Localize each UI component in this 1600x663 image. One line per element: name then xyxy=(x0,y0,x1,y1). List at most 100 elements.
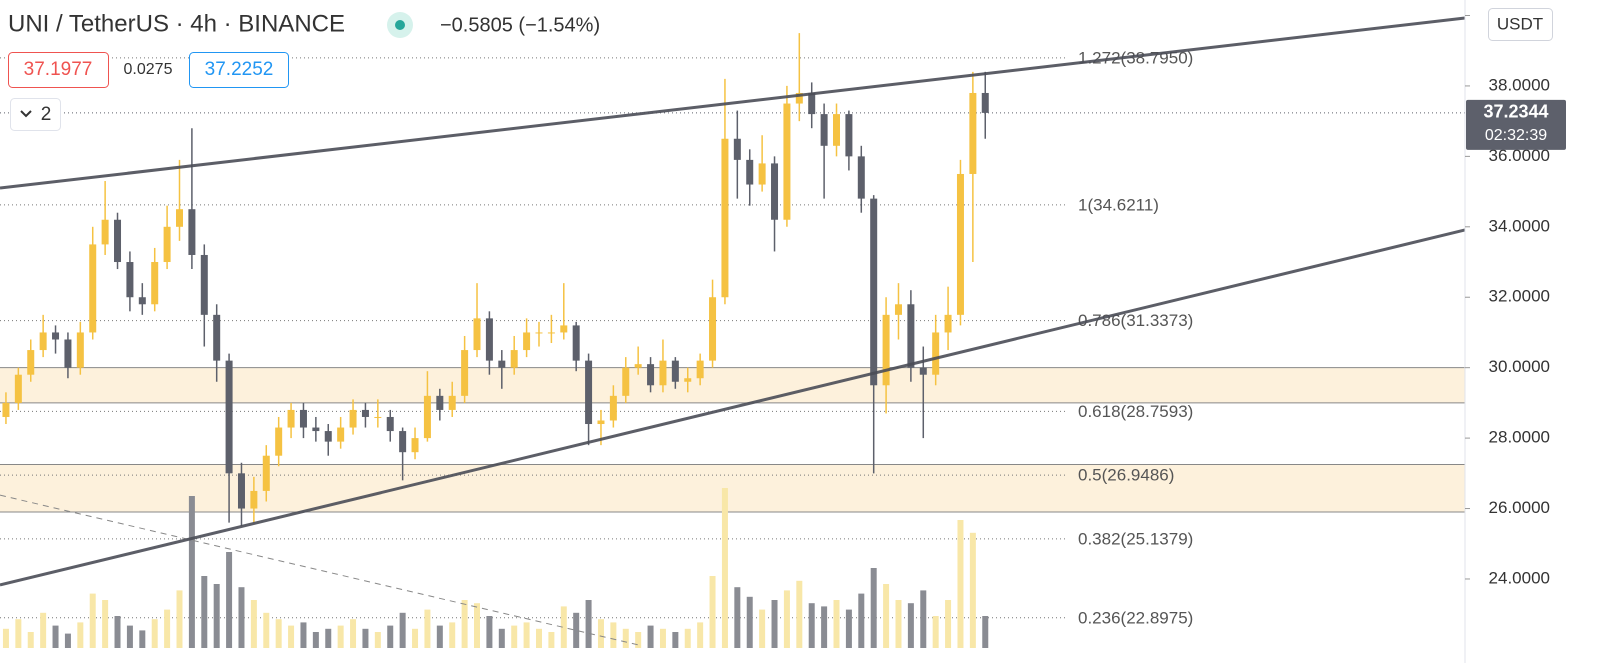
candle-body xyxy=(572,325,580,361)
volume-bar xyxy=(709,576,716,648)
volume-bar xyxy=(597,619,604,648)
fib-label: 1(34.6211) xyxy=(1078,195,1159,214)
volume-bar xyxy=(275,619,282,648)
candle-body xyxy=(510,350,518,368)
volume-bar xyxy=(548,632,555,648)
buy-price[interactable]: 37.2252 xyxy=(205,59,274,80)
candle-body xyxy=(114,219,122,263)
candle-body xyxy=(597,420,605,425)
volume-bar xyxy=(895,600,902,648)
candle-body xyxy=(746,159,754,185)
volume-bar xyxy=(300,622,307,648)
indicators-count[interactable]: 2 xyxy=(41,104,52,125)
candle-body xyxy=(324,431,332,442)
fib-label: 0.5(26.9486) xyxy=(1078,466,1174,485)
candle-body xyxy=(337,427,345,442)
candle-body xyxy=(374,416,382,418)
volume-bar xyxy=(27,632,34,648)
candle-body xyxy=(956,173,964,315)
currency-label[interactable]: USDT xyxy=(1497,14,1543,33)
volume-bar xyxy=(436,625,443,648)
volume-bar xyxy=(188,496,195,648)
volume-bar xyxy=(201,576,208,648)
volume-bar xyxy=(622,628,629,648)
volume-bar xyxy=(226,552,233,648)
candle-body xyxy=(882,314,890,386)
volume-bar xyxy=(412,628,419,648)
volume-bar xyxy=(238,587,245,648)
candle-body xyxy=(312,427,320,432)
candle-body xyxy=(237,473,245,509)
candle-body xyxy=(894,304,902,315)
trend-line xyxy=(0,16,1466,190)
candle-body xyxy=(436,395,444,410)
volume-bar xyxy=(957,520,964,648)
candle-body xyxy=(820,114,828,146)
volume-bar xyxy=(250,600,257,648)
volume-bar xyxy=(449,622,456,648)
candle-body xyxy=(981,92,989,113)
volume-bar xyxy=(771,600,778,648)
volume-bar xyxy=(164,609,171,648)
currency-button[interactable] xyxy=(1488,8,1553,41)
candle-body xyxy=(795,92,803,104)
price-change: −0.5805 (−1.54%) xyxy=(440,14,600,36)
candle-body xyxy=(213,314,221,361)
candle-body xyxy=(386,416,394,432)
zone xyxy=(0,367,1465,403)
candle-body xyxy=(758,163,766,185)
price-axis xyxy=(1465,0,1600,663)
candle-body xyxy=(634,364,642,368)
volume-bar xyxy=(659,628,666,648)
volume-bar xyxy=(969,532,976,648)
volume-bar xyxy=(535,628,542,648)
y-tick-label: 38.0000 xyxy=(1489,75,1550,94)
volume-bar xyxy=(474,603,481,648)
volume-bar xyxy=(15,619,22,648)
candle-body xyxy=(932,332,940,375)
candle-body xyxy=(448,395,456,410)
volume-bar xyxy=(721,488,728,648)
candle-body xyxy=(485,318,493,361)
volume-bar xyxy=(2,628,9,648)
candle-body xyxy=(27,350,35,375)
volume-bar xyxy=(833,600,840,648)
candle-body xyxy=(808,92,816,115)
y-tick-label: 24.0000 xyxy=(1489,568,1550,587)
volume-bar xyxy=(312,632,319,648)
y-tick-label: 26.0000 xyxy=(1489,498,1550,517)
volume-bar xyxy=(783,590,790,648)
candle-body xyxy=(39,332,47,351)
candle-body xyxy=(64,339,72,368)
candle-body xyxy=(76,332,84,368)
volume-bar xyxy=(498,628,505,648)
candle-body xyxy=(126,262,134,298)
volume-bar xyxy=(672,632,679,648)
sell-price[interactable]: 37.1977 xyxy=(24,59,93,80)
sell-button[interactable] xyxy=(8,52,109,88)
candle-body xyxy=(89,244,97,333)
volume-bar xyxy=(114,616,121,648)
candle-body xyxy=(684,378,692,382)
chevron-icon[interactable] xyxy=(20,110,32,118)
volume-bar xyxy=(734,587,741,648)
candle-body xyxy=(696,360,704,379)
indicators-toggle[interactable] xyxy=(10,98,61,131)
fib-label: 0.618(28.7593) xyxy=(1078,402,1193,421)
volume-bar xyxy=(325,628,332,648)
last-price-box xyxy=(1466,99,1566,150)
candle-body xyxy=(250,490,258,509)
candle-body xyxy=(671,360,679,382)
volume-bar xyxy=(647,625,654,648)
candle-body xyxy=(399,431,407,453)
volume-bar xyxy=(845,609,852,648)
volume-bar xyxy=(461,600,468,648)
volume-bar xyxy=(932,616,939,648)
candle-body xyxy=(138,297,146,305)
candle-body xyxy=(275,427,283,456)
buy-button[interactable] xyxy=(189,52,289,88)
candle-body xyxy=(175,209,183,227)
y-tick-label: 34.0000 xyxy=(1489,216,1550,235)
candle-body xyxy=(262,455,270,491)
volume-bar xyxy=(697,622,704,648)
